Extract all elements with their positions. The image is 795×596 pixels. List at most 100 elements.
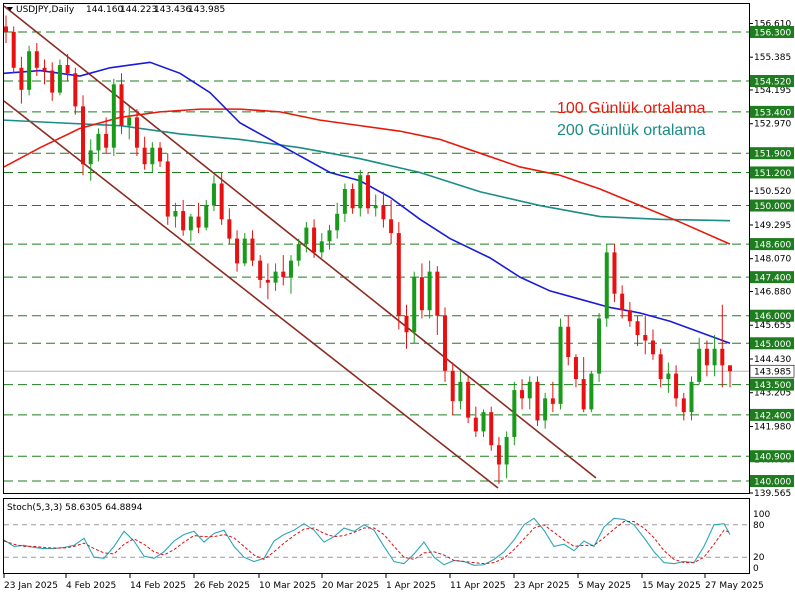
- candle-body: [643, 335, 648, 341]
- candle: [589, 370, 594, 413]
- candle: [635, 315, 640, 347]
- candle: [558, 318, 563, 410]
- candle: [150, 142, 155, 173]
- price-axis: 156.610155.385154.195152.970151.190150.5…: [749, 19, 791, 499]
- candle-body: [366, 175, 370, 209]
- candle-body: [42, 67, 47, 71]
- candle: [165, 153, 170, 225]
- candle-body: [350, 189, 355, 209]
- candle: [350, 183, 355, 214]
- candle-body: [597, 318, 602, 374]
- candle: [104, 117, 109, 154]
- candle-body: [450, 370, 455, 402]
- candle: [158, 142, 163, 167]
- candle-body: [589, 373, 594, 410]
- price-tick-label: 149.295: [754, 221, 791, 231]
- stoch-d-line: [3, 521, 731, 565]
- time-tick-label: 23 Jan 2025: [4, 581, 58, 591]
- candle: [88, 139, 93, 181]
- candle: [34, 42, 39, 77]
- candle-body: [34, 51, 39, 68]
- candle: [404, 304, 409, 349]
- candle: [458, 370, 463, 410]
- candle: [543, 392, 548, 429]
- level-price-tag: [750, 166, 794, 179]
- candle-body: [535, 381, 540, 421]
- price-tick-label: 156.610: [754, 19, 791, 29]
- legend-100-day-ma: 100 Günlük ortalama: [557, 100, 706, 117]
- candle: [728, 365, 732, 388]
- candle: [689, 376, 694, 421]
- candle-body: [242, 238, 247, 264]
- candle: [550, 381, 555, 413]
- time-tick-label: 15 May 2025: [642, 581, 701, 591]
- candle-body: [158, 147, 163, 162]
- stochastic-panel: [3, 498, 750, 574]
- price-tick-label: 155.385: [754, 53, 791, 63]
- candle: [504, 431, 509, 479]
- candle: [296, 238, 301, 267]
- candle-body: [650, 340, 655, 355]
- ma-50-line: [3, 61, 731, 345]
- level-price-tag-label: 148.600: [754, 241, 791, 251]
- time-tick-label: 20 Mar 2025: [322, 581, 379, 591]
- candle-body: [466, 381, 471, 418]
- channel-lower-line: [3, 100, 499, 489]
- candle: [11, 26, 16, 74]
- candle: [134, 109, 139, 156]
- candle-body: [427, 271, 432, 311]
- candle: [527, 376, 532, 410]
- level-price-tag: [750, 337, 794, 350]
- candle-body: [573, 357, 578, 380]
- level-price-tag: [750, 309, 794, 322]
- candle-body: [581, 379, 586, 410]
- candle: [435, 266, 440, 336]
- candle-body: [57, 65, 62, 93]
- ohlc-low: 143.436: [154, 5, 191, 15]
- candle: [473, 406, 478, 437]
- level-price-tag-label: 151.200: [754, 169, 791, 179]
- candle: [4, 15, 8, 43]
- time-tick-label: 27 May 2025: [705, 581, 764, 591]
- candle-body: [373, 205, 378, 209]
- time-tick-label: 1 Apr 2025: [386, 581, 436, 591]
- level-price-tag-label: 143.500: [754, 381, 791, 391]
- price-tags: 156.300 154.520 153.400 151.900 151.200 150.0…: [749, 25, 795, 488]
- time-tick-label: 14 Feb 2025: [130, 581, 186, 591]
- candle-body: [165, 161, 170, 217]
- level-price-tag: [750, 25, 794, 38]
- candle: [389, 200, 394, 245]
- candle-body: [689, 381, 694, 413]
- time-tick-label: 5 May 2025: [578, 581, 631, 591]
- candle-body: [627, 310, 632, 322]
- symbol-dropdown-icon[interactable]: [7, 7, 13, 11]
- candle: [597, 312, 602, 382]
- ma-200-line: [3, 119, 731, 222]
- candle-body: [219, 183, 224, 220]
- candle-body: [520, 390, 525, 399]
- candle-body: [204, 205, 209, 228]
- candle: [188, 213, 193, 242]
- candle: [612, 244, 617, 302]
- candle: [96, 128, 101, 162]
- candle-body: [11, 31, 16, 68]
- level-price-tag-label: 140.000: [754, 478, 791, 488]
- candle: [119, 73, 124, 134]
- candle: [27, 45, 32, 96]
- level-price-tag: [750, 105, 794, 118]
- candle-body: [304, 227, 309, 245]
- candle: [720, 304, 725, 388]
- candle-body: [319, 241, 324, 253]
- candle: [643, 315, 648, 355]
- candle: [381, 191, 386, 228]
- level-price-tag-label: 154.520: [754, 78, 791, 88]
- candle: [196, 202, 201, 234]
- level-price-tag-label: 153.400: [754, 108, 791, 118]
- stoch-tick-label: 20: [753, 553, 765, 563]
- candle-body: [558, 326, 563, 404]
- level-price-tag: [750, 475, 794, 488]
- candle-body: [681, 398, 686, 413]
- candle: [658, 348, 663, 388]
- candle-body: [27, 51, 32, 90]
